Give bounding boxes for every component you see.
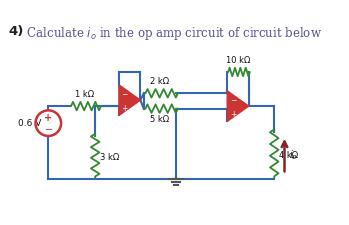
Text: 4 kΩ: 4 kΩ (280, 151, 298, 160)
Text: $+$: $+$ (230, 109, 237, 119)
Text: Calculate $i_o$ in the op amp circuit of circuit below: Calculate $i_o$ in the op amp circuit of… (23, 25, 322, 42)
Text: +: + (44, 113, 52, 123)
Text: 2 kΩ: 2 kΩ (150, 77, 170, 86)
Text: 0.6 V: 0.6 V (18, 119, 41, 128)
Text: $-$: $-$ (121, 88, 129, 97)
Text: 3 kΩ: 3 kΩ (100, 153, 120, 162)
Polygon shape (119, 85, 140, 115)
Polygon shape (227, 91, 249, 122)
Text: 5 kΩ: 5 kΩ (150, 115, 170, 124)
Text: 1 kΩ: 1 kΩ (75, 90, 94, 99)
Text: $i_o$: $i_o$ (289, 148, 298, 162)
Text: $+$: $+$ (121, 103, 129, 113)
Text: 4): 4) (8, 25, 24, 38)
Text: $-$: $-$ (44, 123, 53, 133)
Text: $-$: $-$ (230, 94, 237, 103)
Text: 10 kΩ: 10 kΩ (226, 56, 250, 65)
